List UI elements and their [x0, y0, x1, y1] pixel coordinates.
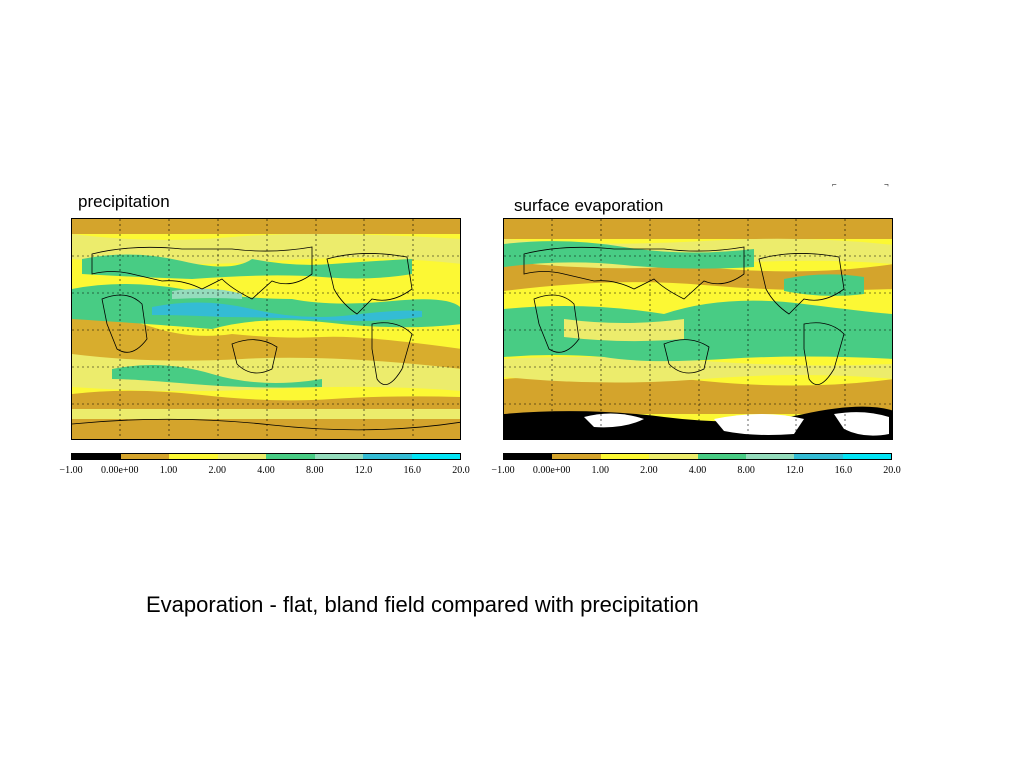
slide-caption: Evaporation - flat, bland field compared…	[146, 592, 699, 617]
corner-marks: ¬	[884, 180, 889, 189]
precipitation-colorbar-tick-label: 20.0	[452, 465, 470, 476]
evaporation-colorbar-segment	[504, 454, 553, 459]
precipitation-colorbar-tick-label: −1.00	[59, 465, 83, 476]
evaporation-colorbar-tick-label: 16.0	[834, 465, 853, 476]
precipitation-colorbar-segment	[363, 454, 412, 459]
precipitation-colorbar-segment	[72, 454, 121, 459]
precipitation-colorbar-segment	[411, 454, 460, 459]
precipitation-map-canvas	[72, 219, 460, 439]
precipitation-colorbar-tick-label: 0.00e+00	[100, 465, 139, 476]
evaporation-colorbar	[503, 453, 892, 460]
evaporation-colorbar-segment	[794, 454, 843, 459]
evaporation-title: surface evaporation	[514, 196, 664, 215]
precipitation-colorbar	[71, 453, 461, 460]
precipitation-colorbar-tick-label: 1.00	[159, 465, 178, 476]
corner-marks: ⌐	[832, 180, 837, 189]
precipitation-colorbar-segment	[120, 454, 169, 459]
evaporation-map-canvas	[504, 219, 892, 439]
evaporation-colorbar-segment	[745, 454, 795, 459]
evaporation-colorbar-segment	[600, 454, 650, 459]
evaporation-colorbar-segment	[842, 454, 891, 459]
precipitation-colorbar-tick-label: 12.0	[354, 465, 373, 476]
precipitation-colorbar-tick-label: 16.0	[403, 465, 422, 476]
precipitation-title: precipitation	[78, 192, 170, 211]
evaporation-colorbar-tick-label: 0.00e+00	[532, 465, 571, 476]
precipitation-map	[71, 218, 461, 440]
precipitation-colorbar-segment	[314, 454, 363, 459]
evaporation-colorbar-tick-label: 1.00	[591, 465, 610, 476]
precipitation-colorbar-tick-label: 2.00	[208, 465, 227, 476]
precipitation-colorbar-segment	[217, 454, 266, 459]
evaporation-colorbar-tick-label: 4.00	[688, 465, 707, 476]
precipitation-colorbar-tick-label: 8.00	[306, 465, 324, 476]
evaporation-colorbar-tick-label: 20.0	[883, 465, 901, 476]
evaporation-colorbar-segment	[649, 454, 698, 459]
evaporation-map	[503, 218, 893, 440]
evaporation-colorbar-tick-label: 2.00	[640, 465, 658, 476]
precipitation-colorbar-segment	[169, 454, 218, 459]
evaporation-colorbar-tick-label: −1.00	[491, 465, 515, 476]
precipitation-colorbar-tick-label: 4.00	[257, 465, 275, 476]
precipitation-colorbar-segment	[266, 454, 315, 459]
evaporation-colorbar-tick-label: 12.0	[786, 465, 804, 476]
evaporation-colorbar-segment	[697, 454, 746, 459]
evaporation-colorbar-segment	[552, 454, 601, 459]
evaporation-colorbar-tick-label: 8.00	[737, 465, 755, 476]
